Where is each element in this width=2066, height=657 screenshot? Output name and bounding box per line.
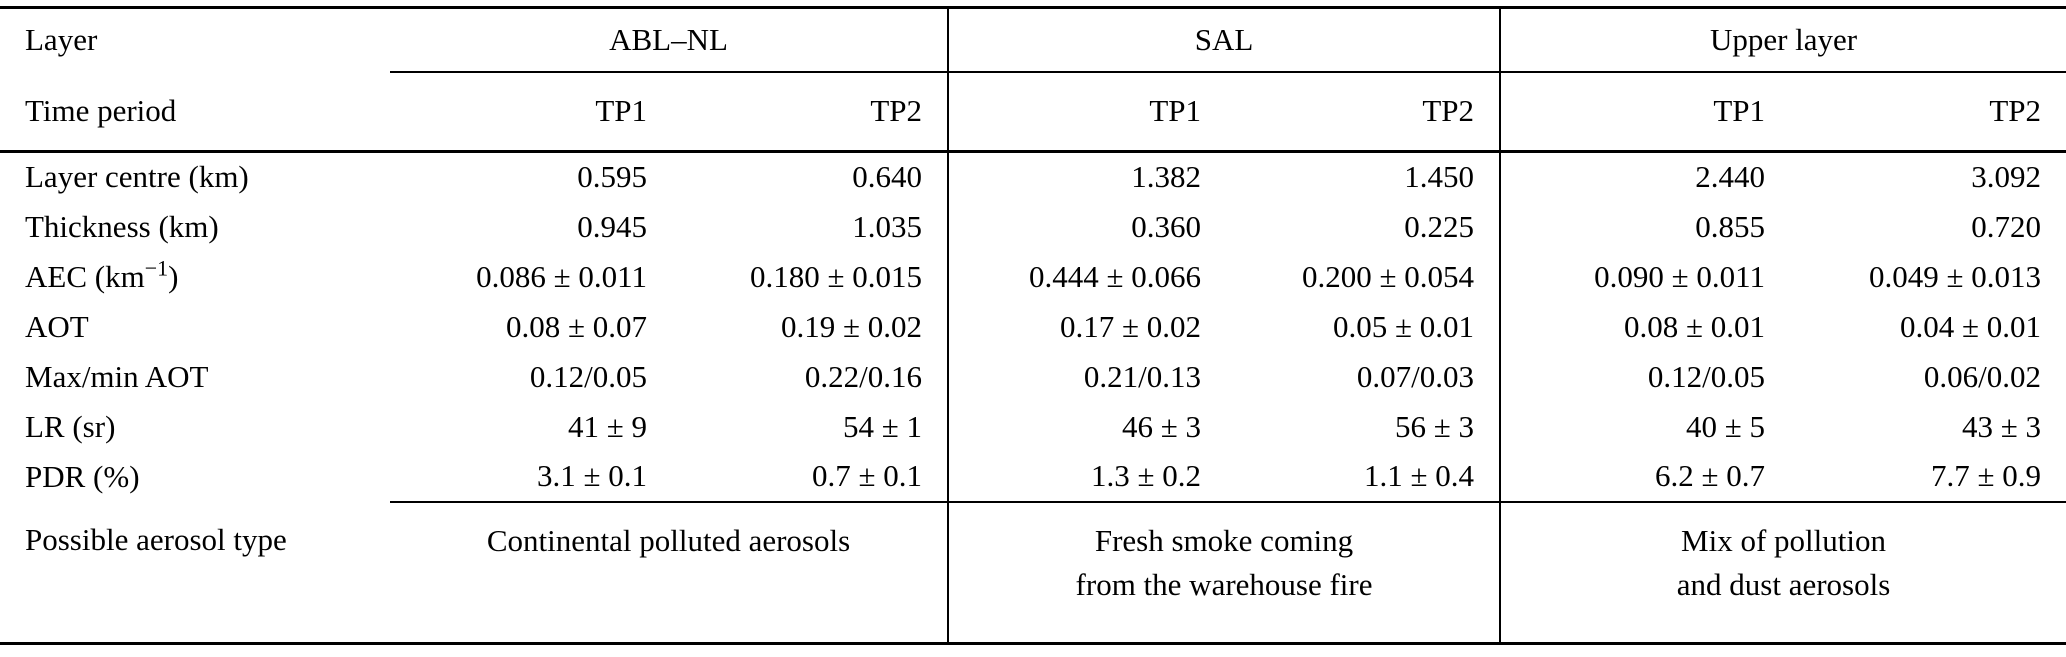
aerosol-type-cell: Fresh smoke coming from the warehouse fir… — [947, 500, 1501, 644]
layer-header-label: Layer — [25, 22, 98, 58]
period-col-abl-tp2: TP2 — [672, 71, 949, 153]
table-cell: 0.04 ± 0.01 — [1900, 308, 2042, 344]
table-row: Layer centre (km) 0.595 0.640 1.382 1.450 2.4… — [0, 151, 2066, 202]
table-cell: 0.07/0.03 — [1356, 358, 1475, 394]
layer-group-row: Layer ABL–NL SAL Upper layer — [0, 7, 2066, 73]
table-body: Layer centre (km) 0.595 0.640 1.382 1.450 2.4… — [0, 151, 2066, 502]
table-cell: 1.450 — [1404, 159, 1475, 195]
time-period-row: Time period TP1 TP2 TP1 TP2 TP1 TP2 — [0, 71, 2066, 153]
period-col-sal-tp2: TP2 — [1226, 71, 1501, 153]
table-row: Thickness (km) 0.945 1.035 0.360 0.225 0.855 0… — [0, 201, 2066, 252]
table-footer: Possible aerosol type Continental pollut… — [0, 500, 2066, 644]
table-cell: 1.1 ± 0.4 — [1364, 458, 1475, 493]
table-cell: 0.945 — [577, 208, 647, 244]
table-cell: 0.06/0.02 — [1923, 358, 2042, 394]
row-label: AEC (km−1) — [25, 255, 179, 294]
table-cell: 0.22/0.16 — [804, 358, 923, 394]
table-cell: 0.086 ± 0.011 — [476, 258, 647, 294]
table-cell: 2.440 — [1499, 151, 1791, 202]
table-cell: 0.05 ± 0.01 — [1333, 308, 1475, 344]
aerosol-layer-properties-table: Layer ABL–NL SAL Upper layer Time period… — [0, 6, 2066, 645]
row-label: AOT — [25, 308, 89, 344]
group-header-abl-nl: ABL–NL — [390, 7, 949, 73]
table-row: LR (sr) 41 ± 9 54 ± 1 46 ± 3 56 ± 3 40 ± 5 43 … — [0, 401, 2066, 452]
period-col-upper-tp1: TP1 — [1499, 71, 1791, 153]
table-cell: 0.180 ± 0.015 — [750, 258, 923, 294]
table-cell: 0.049 ± 0.013 — [1869, 258, 2042, 294]
table-cell: 3.092 — [1971, 159, 2042, 195]
table-cell: 0.17 ± 0.02 — [947, 301, 1227, 352]
table-cell: 0.12/0.05 — [1499, 351, 1791, 402]
row-label: Max/min AOT — [25, 358, 209, 394]
table-cell: 40 ± 5 — [1499, 401, 1791, 452]
table-cell: 46 ± 3 — [947, 401, 1227, 452]
table-header: Layer ABL–NL SAL Upper layer Time period… — [0, 7, 2066, 153]
aerosol-type-label: Possible aerosol type — [25, 521, 287, 557]
table-cell: 0.19 ± 0.02 — [781, 308, 923, 344]
group-header-upper-layer: Upper layer — [1499, 7, 2066, 73]
table-cell: 0.595 — [577, 159, 647, 195]
row-label: Layer centre (km) — [25, 159, 249, 195]
table-cell: 0.090 ± 0.011 — [1499, 251, 1791, 302]
aerosol-type-cell: Mix of pollution and dust aerosols — [1499, 500, 2066, 644]
group-header-sal: SAL — [947, 7, 1501, 73]
table-cell: 41 ± 9 — [567, 408, 647, 444]
aerosol-type-cell: Continental polluted aerosols — [390, 500, 949, 644]
table-cell: 0.08 ± 0.01 — [1499, 301, 1791, 352]
table-cell: 0.12/0.05 — [529, 358, 647, 394]
row-label: Thickness (km) — [25, 208, 219, 244]
table-cell: 56 ± 3 — [1395, 408, 1475, 444]
table-cell: 0.855 — [1499, 201, 1791, 252]
table-cell: 54 ± 1 — [843, 408, 923, 444]
table-cell: 1.3 ± 0.2 — [947, 451, 1227, 502]
table-row: PDR (%) 3.1 ± 0.1 0.7 ± 0.1 1.3 ± 0.2 1.1 ± … — [0, 451, 2066, 502]
table-row: AEC (km−1) 0.086 ± 0.011 0.180 ± 0.015 0.44… — [0, 251, 2066, 302]
table-cell: 0.360 — [947, 201, 1227, 252]
table-cell: 0.7 ± 0.1 — [812, 458, 923, 493]
period-col-sal-tp1: TP1 — [947, 71, 1227, 153]
table-cell: 0.720 — [1971, 208, 2042, 244]
table-cell: 0.08 ± 0.07 — [505, 308, 647, 344]
table-cell: 0.200 ± 0.054 — [1302, 258, 1475, 294]
aerosol-type-row: Possible aerosol type Continental pollut… — [0, 500, 2066, 644]
table-cell: 0.21/0.13 — [947, 351, 1227, 402]
table-cell: 1.382 — [947, 151, 1227, 202]
table-cell: 0.640 — [852, 159, 923, 195]
table-cell: 6.2 ± 0.7 — [1499, 451, 1791, 502]
period-col-abl-tp1: TP1 — [390, 71, 672, 153]
row-label: PDR (%) — [25, 458, 140, 494]
table-cell: 0.444 ± 0.066 — [947, 251, 1227, 302]
period-col-upper-tp2: TP2 — [1790, 71, 2066, 153]
table-cell: 7.7 ± 0.9 — [1931, 458, 2042, 493]
table-cell: 0.225 — [1404, 208, 1475, 244]
time-period-label: Time period — [0, 71, 390, 153]
table-row: Max/min AOT 0.12/0.05 0.22/0.16 0.21/0.13 0.… — [0, 351, 2066, 402]
table-cell: 1.035 — [852, 208, 923, 244]
table-cell: 43 ± 3 — [1962, 408, 2042, 444]
row-label: LR (sr) — [25, 408, 116, 444]
table-row: AOT 0.08 ± 0.07 0.19 ± 0.02 0.17 ± 0.02 0.05… — [0, 301, 2066, 352]
table-cell: 3.1 ± 0.1 — [536, 458, 647, 493]
